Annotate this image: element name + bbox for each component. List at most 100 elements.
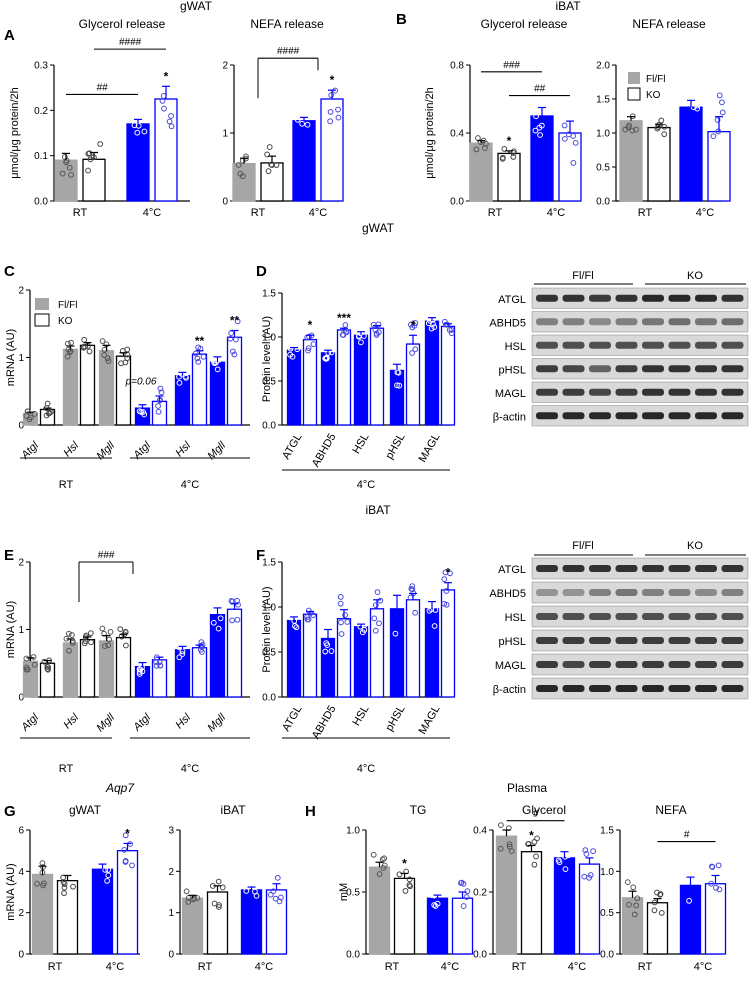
data-point <box>412 609 419 616</box>
bar <box>369 327 385 426</box>
comparison-label: #### <box>119 37 142 48</box>
data-point <box>684 870 691 876</box>
x-category-label: Hsl <box>173 711 193 731</box>
x-category-label: ABHD5 <box>310 704 339 742</box>
data-point <box>183 888 190 895</box>
data-point <box>406 882 413 888</box>
panel-letter-a: A <box>4 27 15 44</box>
data-point <box>215 356 222 363</box>
blot-strip <box>531 581 749 604</box>
data-point <box>102 643 108 649</box>
chart-f: 0.0 0.5 1.0 1.5 Protein level (AU) * ATGL ABHD5… <box>261 558 456 775</box>
data-point <box>60 879 67 886</box>
data-point <box>44 400 51 407</box>
y-tick-label: 1.0 <box>262 603 276 614</box>
data-point <box>305 110 312 117</box>
x-category-label: 4°C <box>694 961 713 973</box>
blot-band <box>589 294 611 302</box>
legend-swatch-ko <box>34 313 50 327</box>
chart-title: NEFA <box>655 803 686 817</box>
comparison-label: ### <box>98 550 115 561</box>
data-point <box>570 160 577 166</box>
blot-band <box>615 565 638 572</box>
panel-letter-h: H <box>305 803 316 820</box>
y-tick-label: 0.5 <box>596 163 610 174</box>
bar <box>265 889 288 955</box>
blot-band <box>615 294 638 302</box>
y-tick-label: 2 <box>168 867 174 878</box>
blot-band <box>589 589 611 596</box>
data-point <box>335 114 342 121</box>
data-point <box>117 626 124 633</box>
data-point <box>141 400 148 407</box>
data-point <box>159 98 166 104</box>
data-point <box>686 90 693 97</box>
data-point <box>302 113 309 120</box>
data-point <box>122 359 129 366</box>
chart-title: Glycerol release <box>79 17 166 31</box>
x-category-label: Mgll <box>94 439 117 462</box>
y-axis-label: Protein level (AU) <box>261 316 273 402</box>
blot-band <box>721 388 744 396</box>
blot-band <box>721 589 744 596</box>
blot-band <box>562 685 585 692</box>
data-point <box>342 612 349 618</box>
data-point <box>97 141 104 147</box>
comparison-label: # <box>684 830 690 841</box>
blot-band <box>642 365 664 373</box>
data-point <box>561 122 568 129</box>
bar <box>424 320 440 426</box>
data-point <box>321 631 328 638</box>
bar <box>79 638 96 698</box>
blot-band <box>668 318 691 326</box>
significance-star: * <box>446 566 451 580</box>
data-point <box>85 167 91 174</box>
y-tick-label: 0.3 <box>34 61 48 72</box>
data-point <box>376 871 383 877</box>
blot-band <box>615 341 638 349</box>
data-point <box>716 886 723 893</box>
y-tick-label: 0 <box>168 950 174 961</box>
data-point <box>274 874 281 881</box>
blot-label-ko: KO <box>687 270 703 282</box>
blot-band <box>562 388 585 396</box>
data-point <box>657 891 663 898</box>
x-category-label: Mgll <box>205 439 228 462</box>
comparison-label: ## <box>534 84 546 95</box>
data-point <box>395 369 402 376</box>
chart-g2: 0 1 2 3 iBAT RT 4°C <box>168 803 288 973</box>
panel-letter-g: G <box>4 803 16 820</box>
group-label: 4°C <box>181 479 200 491</box>
blot-band <box>695 341 717 349</box>
data-point <box>409 586 416 593</box>
blot-band <box>668 637 691 644</box>
chart-h2: 0.0 0.2 0.4 Glycerol * RT 4°C # <box>473 803 601 973</box>
y-tick-label: 0.5 <box>346 888 360 899</box>
data-point <box>355 333 362 340</box>
data-point <box>267 891 274 898</box>
data-point <box>381 862 388 869</box>
data-point <box>268 161 275 168</box>
bar <box>260 162 284 202</box>
data-point <box>357 330 364 337</box>
blot-band <box>536 294 558 302</box>
data-point <box>342 328 349 335</box>
data-point <box>372 602 379 609</box>
y-tick-label: 1 <box>18 625 24 636</box>
group-label: 4°C <box>181 763 200 775</box>
panel-letter-d: D <box>256 263 267 280</box>
legend-label-flfl: Fl/Fl <box>58 300 77 311</box>
data-point <box>87 630 94 637</box>
data-point <box>630 884 637 891</box>
blot-band <box>642 661 664 668</box>
blot-band <box>536 589 558 596</box>
data-point <box>327 118 334 125</box>
data-point <box>39 860 46 867</box>
y-tick-label: 2 <box>222 61 228 72</box>
blot-band <box>562 661 585 668</box>
data-point <box>105 358 112 364</box>
chart-a2: 0 1 2 NEFA release * RT 4°C #### <box>222 17 344 219</box>
data-point <box>533 113 539 120</box>
data-point <box>288 613 295 620</box>
chart-a: 0.0 0.1 0.2 0.3 Glycerol release μmol/μg prot… <box>9 17 190 219</box>
